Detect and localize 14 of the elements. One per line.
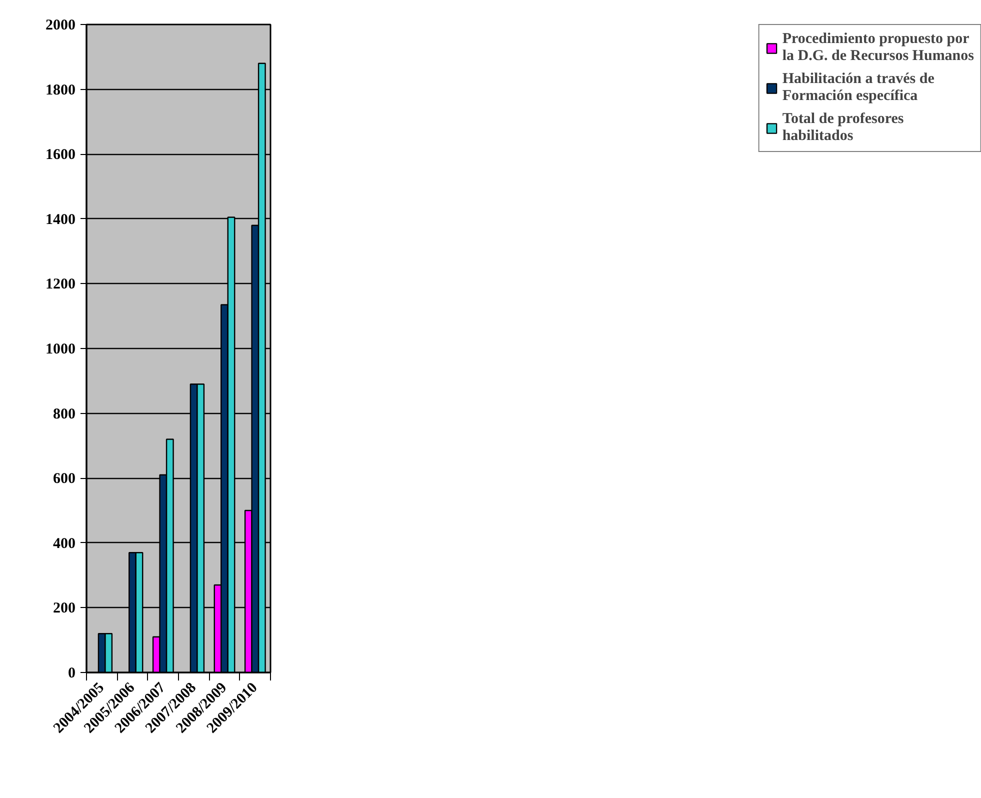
y-tick-label: 1800	[46, 82, 76, 98]
y-tick-label: 1600	[46, 147, 76, 164]
y-tick-label: 0	[68, 666, 76, 682]
y-tick-label: 400	[53, 536, 76, 552]
y-tick-label: 1200	[46, 276, 76, 293]
y-tick-label: 1400	[46, 212, 76, 228]
y-tick-label: 1000	[46, 342, 76, 358]
y-tick-label: 600	[53, 471, 76, 488]
legend-label: Habilitación a través de Formación específica	[782, 71, 934, 105]
y-tick-label: 800	[53, 406, 76, 422]
legend-label: Total de profesores habilitados	[782, 111, 904, 145]
y-tick-label: 200	[53, 600, 76, 617]
y-tick-label: 2000	[46, 18, 76, 34]
legend-label: Procedimiento propuesto por la D.G. de Recursos Humanos	[782, 31, 974, 65]
